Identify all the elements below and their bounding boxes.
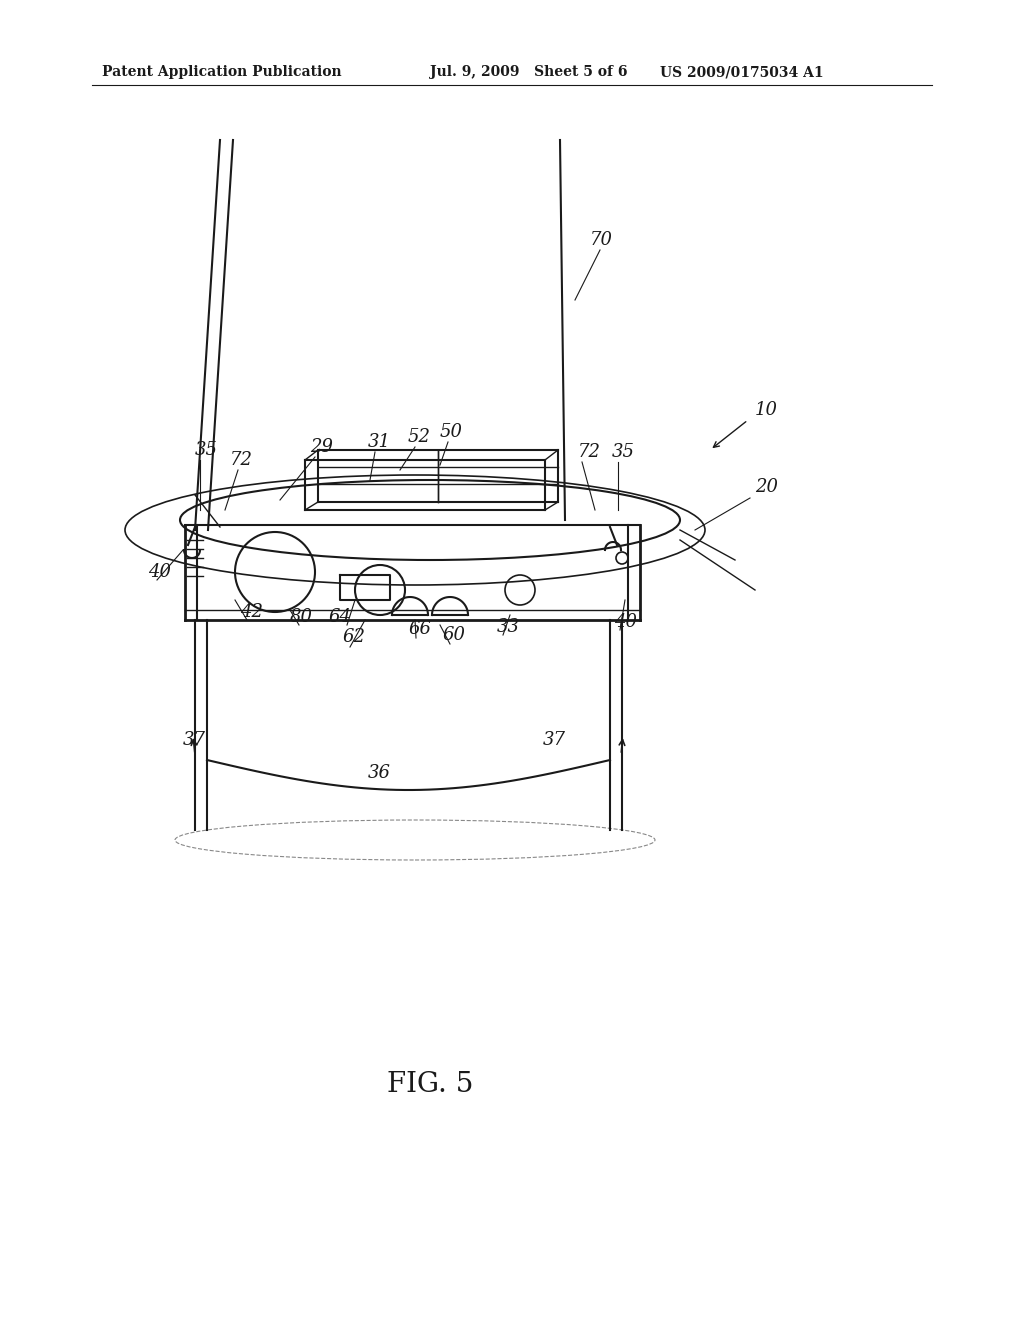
Text: 64: 64 (328, 609, 351, 626)
Text: Patent Application Publication: Patent Application Publication (102, 65, 342, 79)
Text: 42: 42 (240, 603, 263, 620)
Text: 35: 35 (195, 441, 218, 459)
Text: 37: 37 (543, 731, 566, 748)
Text: 80: 80 (290, 609, 313, 626)
Text: 33: 33 (497, 618, 520, 636)
Text: US 2009/0175034 A1: US 2009/0175034 A1 (660, 65, 823, 79)
Text: 36: 36 (368, 764, 391, 781)
Text: 10: 10 (755, 401, 778, 418)
Text: 60: 60 (442, 626, 465, 644)
Text: 72: 72 (230, 451, 253, 469)
Text: Jul. 9, 2009   Sheet 5 of 6: Jul. 9, 2009 Sheet 5 of 6 (430, 65, 628, 79)
Text: 29: 29 (310, 438, 333, 455)
Text: 70: 70 (590, 231, 613, 249)
Text: 31: 31 (368, 433, 391, 451)
Text: 62: 62 (342, 628, 365, 645)
Text: 35: 35 (612, 444, 635, 461)
Text: 50: 50 (440, 422, 463, 441)
Text: 20: 20 (755, 478, 778, 496)
Text: 66: 66 (408, 620, 431, 638)
Text: 40: 40 (148, 564, 171, 581)
Text: 52: 52 (408, 428, 431, 446)
Text: FIG. 5: FIG. 5 (387, 1072, 473, 1098)
Text: 72: 72 (578, 444, 601, 461)
Text: 37: 37 (183, 731, 206, 748)
Text: 40: 40 (614, 612, 637, 631)
